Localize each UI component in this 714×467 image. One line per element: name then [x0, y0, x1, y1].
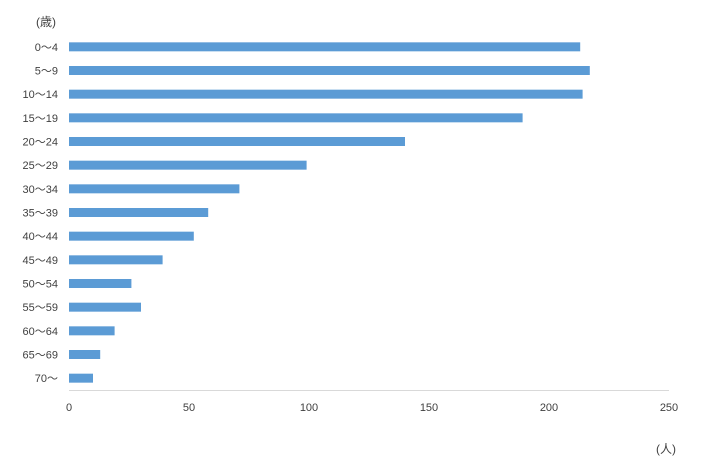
bar-9 — [69, 255, 163, 265]
category-label-13: 65〜69 — [23, 350, 58, 362]
category-label-9: 45〜49 — [23, 255, 58, 267]
category-label-10: 50〜54 — [23, 279, 58, 291]
x-tick-label-1: 50 — [183, 402, 195, 414]
bar-13 — [69, 350, 101, 359]
category-label-3: 15〜19 — [23, 113, 58, 125]
category-label-14: 70〜 — [35, 373, 58, 385]
category-label-2: 10〜14 — [23, 89, 58, 101]
category-label-7: 35〜39 — [23, 208, 58, 220]
bar-1 — [69, 66, 590, 75]
category-label-6: 30〜34 — [23, 184, 58, 196]
bar-6 — [69, 184, 240, 194]
bar-11 — [69, 302, 141, 312]
bar-8 — [69, 231, 194, 241]
category-label-8: 40〜44 — [23, 231, 58, 243]
x-tick-label-4: 200 — [540, 402, 558, 414]
category-label-12: 60〜64 — [23, 326, 58, 338]
y-axis-unit-label: (歳) — [36, 15, 56, 29]
bar-14 — [69, 373, 93, 383]
x-tick-labels-group: 0 50 100 150 200 250 — [66, 402, 678, 414]
bars-group — [69, 42, 590, 383]
category-label-11: 55〜59 — [23, 302, 58, 314]
bar-3 — [69, 113, 523, 123]
x-tick-label-2: 100 — [300, 402, 318, 414]
category-label-5: 25〜29 — [23, 160, 58, 172]
x-tick-label-3: 150 — [420, 402, 438, 414]
bar-2 — [69, 89, 583, 99]
bar-10 — [69, 279, 132, 288]
x-axis-unit-label: (人) — [656, 442, 676, 456]
bar-12 — [69, 326, 115, 336]
x-tick-label-5: 250 — [660, 402, 678, 414]
x-tick-label-0: 0 — [66, 402, 72, 414]
category-label-1: 5〜9 — [35, 66, 58, 78]
category-labels-group: 0〜4 5〜9 10〜14 15〜19 20〜24 25〜29 30〜34 35〜39 40〜4… — [23, 42, 58, 385]
bar-0 — [69, 42, 581, 52]
category-label-0: 0〜4 — [35, 42, 58, 54]
category-label-4: 20〜24 — [23, 137, 58, 149]
bar-7 — [69, 208, 209, 217]
bar-5 — [69, 160, 307, 170]
bar-4 — [69, 137, 405, 146]
